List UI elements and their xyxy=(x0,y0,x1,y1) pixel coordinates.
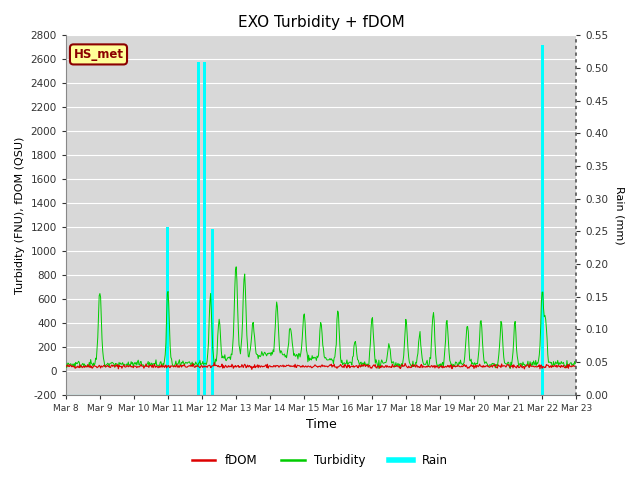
Bar xyxy=(541,45,544,395)
Legend: fDOM, Turbidity, Rain: fDOM, Turbidity, Rain xyxy=(187,449,453,472)
Bar xyxy=(211,229,214,395)
Title: EXO Turbidity + fDOM: EXO Turbidity + fDOM xyxy=(237,15,404,30)
Bar xyxy=(166,227,170,395)
Text: HS_met: HS_met xyxy=(74,48,124,61)
Bar xyxy=(203,62,206,395)
Y-axis label: Turbidity (FNU), fDOM (QSU): Turbidity (FNU), fDOM (QSU) xyxy=(15,136,25,294)
X-axis label: Time: Time xyxy=(306,419,337,432)
Y-axis label: Rain (mm): Rain (mm) xyxy=(615,186,625,244)
Bar xyxy=(197,62,200,395)
